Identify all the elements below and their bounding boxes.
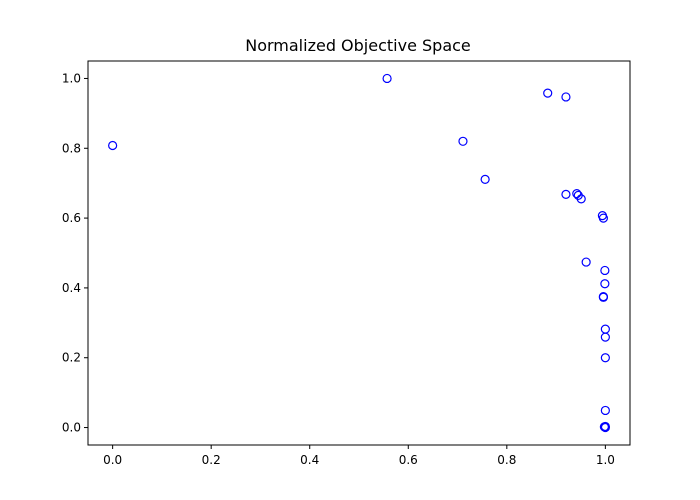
data-points: [108, 73, 610, 433]
data-point: [600, 324, 610, 334]
y-tick-label: 0.4: [62, 281, 81, 295]
data-point: [572, 189, 582, 199]
data-point: [600, 332, 610, 342]
data-point: [600, 265, 610, 276]
data-point: [458, 136, 468, 146]
x-tick-label: 0.4: [300, 453, 319, 467]
y-axis: 0.0 0.2 0.4 0.6 0.8 1.0: [62, 71, 88, 435]
data-point: [600, 353, 610, 363]
x-tick-label: 0.8: [497, 453, 516, 467]
y-tick-label: 1.0: [62, 71, 81, 85]
y-tick-label: 0.8: [62, 141, 81, 155]
plot-area: 0.0 0.2 0.4 0.6 0.8 1.0 0.0 0.2 0.4 0.6 0.8 1.0: [62, 60, 631, 467]
y-tick-label: 0.0: [62, 421, 81, 435]
data-point: [576, 194, 586, 204]
x-tick-label: 0.6: [399, 453, 418, 467]
data-point: [600, 279, 610, 289]
data-point: [600, 405, 610, 416]
chart-title: Normalized Objective Space: [245, 36, 471, 55]
data-point: [561, 189, 571, 199]
data-point: [480, 174, 490, 184]
x-tick-label: 1.0: [596, 453, 615, 467]
y-tick-label: 0.6: [62, 211, 81, 225]
data-point: [599, 422, 609, 432]
y-tick-label: 0.2: [62, 351, 81, 365]
plot-frame: [87, 60, 631, 446]
x-tick-label: 0.0: [103, 453, 122, 467]
data-point: [581, 257, 591, 267]
data-point: [561, 92, 571, 102]
data-point: [600, 422, 610, 433]
data-point: [382, 73, 392, 84]
data-point: [598, 292, 608, 302]
x-tick-label: 0.2: [202, 453, 221, 467]
data-point: [598, 213, 608, 223]
x-axis: 0.0 0.2 0.4 0.6 0.8 1.0: [103, 445, 615, 467]
data-point: [543, 88, 553, 98]
data-point: [108, 140, 118, 151]
